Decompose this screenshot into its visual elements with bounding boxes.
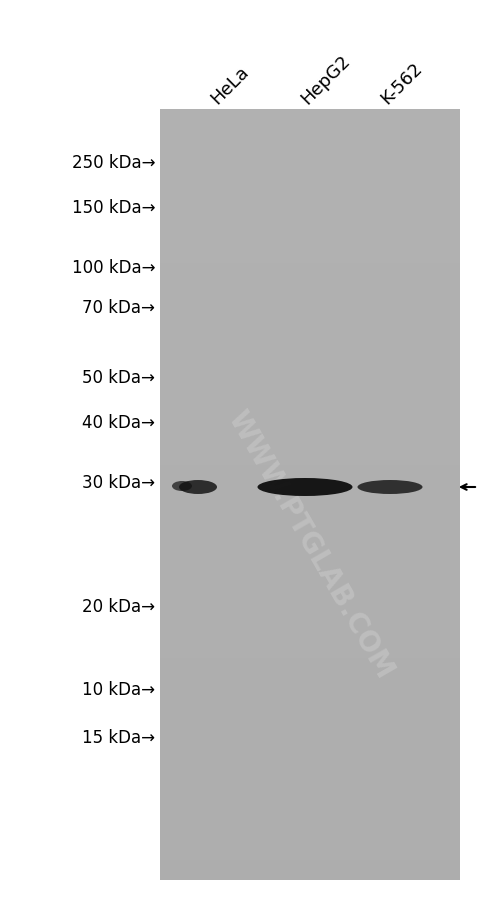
- Bar: [160, 581, 460, 592]
- Bar: [160, 754, 460, 765]
- Ellipse shape: [358, 481, 422, 494]
- Bar: [160, 341, 460, 351]
- Bar: [160, 119, 460, 130]
- Bar: [160, 744, 460, 755]
- Bar: [160, 696, 460, 707]
- Bar: [160, 812, 460, 823]
- Bar: [160, 139, 460, 150]
- Ellipse shape: [258, 478, 352, 496]
- Bar: [160, 360, 460, 371]
- Bar: [160, 129, 460, 140]
- Bar: [160, 216, 460, 226]
- Bar: [160, 110, 460, 121]
- Bar: [160, 620, 460, 630]
- Bar: [160, 485, 460, 495]
- Text: 250 kDa→: 250 kDa→: [72, 154, 155, 171]
- Text: HepG2: HepG2: [298, 51, 354, 108]
- Bar: [160, 226, 460, 235]
- Bar: [160, 254, 460, 264]
- Bar: [160, 725, 460, 736]
- Bar: [160, 418, 460, 428]
- Bar: [160, 494, 460, 505]
- Text: 100 kDa→: 100 kDa→: [72, 259, 155, 277]
- Bar: [160, 783, 460, 794]
- Bar: [160, 542, 460, 553]
- Bar: [160, 370, 460, 380]
- Bar: [160, 465, 460, 476]
- Bar: [160, 764, 460, 774]
- Text: K-562: K-562: [378, 60, 426, 108]
- Bar: [160, 244, 460, 255]
- Bar: [160, 552, 460, 563]
- Bar: [160, 456, 460, 466]
- Bar: [160, 822, 460, 832]
- Ellipse shape: [172, 482, 192, 492]
- Text: 15 kDa→: 15 kDa→: [82, 728, 155, 746]
- Bar: [160, 206, 460, 216]
- Bar: [160, 389, 460, 400]
- Bar: [160, 533, 460, 544]
- Text: 40 kDa→: 40 kDa→: [82, 413, 155, 431]
- Bar: [160, 571, 460, 582]
- Bar: [160, 379, 460, 390]
- Bar: [160, 841, 460, 851]
- Text: 30 kDa→: 30 kDa→: [82, 474, 155, 492]
- Bar: [160, 273, 460, 284]
- Bar: [160, 860, 460, 870]
- Bar: [160, 667, 460, 678]
- Bar: [160, 446, 460, 457]
- Bar: [160, 475, 460, 486]
- Text: 70 kDa→: 70 kDa→: [82, 299, 155, 317]
- Bar: [160, 649, 460, 658]
- Bar: [160, 600, 460, 611]
- Bar: [160, 312, 460, 322]
- Bar: [160, 158, 460, 169]
- Bar: [160, 677, 460, 687]
- Text: 50 kDa→: 50 kDa→: [82, 369, 155, 387]
- Bar: [160, 197, 460, 207]
- Bar: [160, 350, 460, 361]
- Bar: [160, 399, 460, 409]
- Bar: [160, 513, 460, 524]
- Bar: [160, 283, 460, 293]
- Bar: [160, 658, 460, 668]
- Bar: [160, 302, 460, 313]
- Bar: [160, 187, 460, 198]
- Bar: [160, 504, 460, 515]
- Bar: [160, 831, 460, 842]
- Bar: [160, 292, 460, 303]
- Text: 20 kDa→: 20 kDa→: [82, 597, 155, 615]
- Bar: [160, 523, 460, 534]
- Bar: [160, 321, 460, 332]
- Bar: [160, 331, 460, 342]
- Text: 150 kDa→: 150 kDa→: [72, 198, 155, 216]
- Bar: [160, 168, 460, 179]
- Bar: [160, 263, 460, 274]
- Bar: [160, 793, 460, 803]
- Bar: [160, 870, 460, 880]
- Bar: [160, 773, 460, 784]
- Bar: [160, 629, 460, 640]
- Bar: [160, 591, 460, 602]
- Ellipse shape: [179, 481, 217, 494]
- Bar: [160, 851, 460, 861]
- Bar: [160, 562, 460, 573]
- Bar: [160, 715, 460, 726]
- Bar: [160, 177, 460, 188]
- Bar: [160, 802, 460, 813]
- Text: HeLa: HeLa: [208, 63, 252, 108]
- Bar: [160, 735, 460, 745]
- Text: WWW.PTGLAB.COM: WWW.PTGLAB.COM: [222, 405, 398, 683]
- Bar: [160, 639, 460, 649]
- Bar: [160, 408, 460, 419]
- Bar: [160, 148, 460, 159]
- Bar: [160, 706, 460, 716]
- Text: 10 kDa→: 10 kDa→: [82, 680, 155, 698]
- Bar: [160, 610, 460, 621]
- Bar: [160, 437, 460, 447]
- Bar: [160, 235, 460, 245]
- Bar: [160, 686, 460, 697]
- Bar: [160, 428, 460, 437]
